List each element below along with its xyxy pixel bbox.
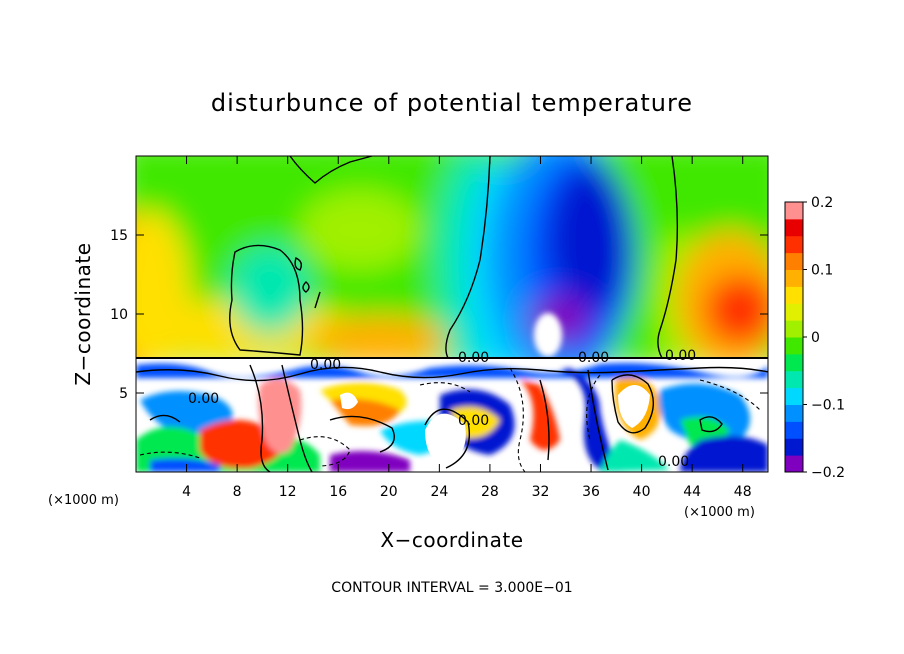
colorbar: 0.2 0.1 0 −0.1 −0.2 xyxy=(784,195,845,481)
colorbar-swatch xyxy=(785,320,803,338)
upper-field xyxy=(136,156,768,385)
x-axis: 4 8 12 16 20 24 28 32 36 40 44 48 xyxy=(182,156,752,500)
colorbar-swatch xyxy=(785,252,803,270)
colorbar-swatch xyxy=(785,455,803,473)
colorbar-swatch xyxy=(785,370,803,389)
contour-label: 0.00 xyxy=(458,350,489,366)
colorbar-tick-label: −0.2 xyxy=(811,465,845,481)
x-axis-unit: (×1000 m) xyxy=(684,505,755,520)
contour-label: 0.00 xyxy=(458,413,489,429)
colorbar-tick-label: 0.2 xyxy=(811,195,833,211)
x-tick-label: 20 xyxy=(380,484,398,500)
colorbar-swatch xyxy=(785,353,803,372)
colorbar-swatch xyxy=(785,387,803,405)
x-tick-label: 36 xyxy=(582,484,600,500)
colorbar-swatch xyxy=(785,303,803,321)
x-tick-label: 44 xyxy=(683,484,701,500)
colorbar-tick-label: 0.1 xyxy=(811,263,833,279)
white-swirl-2 xyxy=(618,385,650,428)
y-tick-label: 5 xyxy=(119,386,128,402)
y-tick-label: 10 xyxy=(110,307,128,323)
colorbar-swatch xyxy=(785,218,803,237)
contour-label: 0.00 xyxy=(188,391,219,407)
x-tick-label: 48 xyxy=(734,484,752,500)
temperature-field: 0.00 0.00 0.00 0.00 0.00 0.00 0.00 xyxy=(136,156,768,472)
colorbar-swatch xyxy=(785,404,803,422)
x-tick-label: 16 xyxy=(329,484,347,500)
contour-label: 0.00 xyxy=(665,348,696,364)
contour-interval-note: CONTOUR INTERVAL = 3.000E−01 xyxy=(331,580,572,596)
colorbar-swatch xyxy=(785,286,803,304)
colorbar-swatch xyxy=(785,235,803,254)
colorbar-swatch xyxy=(785,421,803,439)
x-tick-label: 4 xyxy=(182,484,191,500)
chart-title: disturbunce of potential temperature xyxy=(211,89,693,117)
colorbar-swatch xyxy=(785,202,803,220)
x-tick-label: 40 xyxy=(633,484,651,500)
x-tick-label: 24 xyxy=(430,484,448,500)
y-tick-label: 15 xyxy=(110,228,128,244)
y-axis: 5 10 15 xyxy=(110,228,768,402)
y-axis-unit: (×1000 m) xyxy=(48,493,119,508)
x-axis-title: X−coordinate xyxy=(380,528,523,552)
colorbar-swatch xyxy=(785,269,803,287)
x-tick-label: 8 xyxy=(233,484,242,500)
contour-label: 0.00 xyxy=(310,357,341,373)
y-axis-title: Z−coordinate xyxy=(71,242,95,385)
contour-label: 0.00 xyxy=(658,454,689,470)
colorbar-tick-label: −0.1 xyxy=(811,398,845,414)
white-swirl-1 xyxy=(425,413,466,465)
contour-lines xyxy=(136,156,768,472)
x-tick-label: 12 xyxy=(279,484,297,500)
white-patch xyxy=(534,313,562,357)
colorbar-swatch xyxy=(785,337,803,355)
x-tick-label: 32 xyxy=(532,484,550,500)
colorbar-tick-label: 0 xyxy=(811,330,820,346)
white-swirl-3 xyxy=(340,392,358,410)
x-tick-label: 28 xyxy=(481,484,499,500)
contour-label: 0.00 xyxy=(578,350,609,366)
contour-lines-dashed xyxy=(139,367,761,472)
colorbar-swatch xyxy=(785,438,803,456)
